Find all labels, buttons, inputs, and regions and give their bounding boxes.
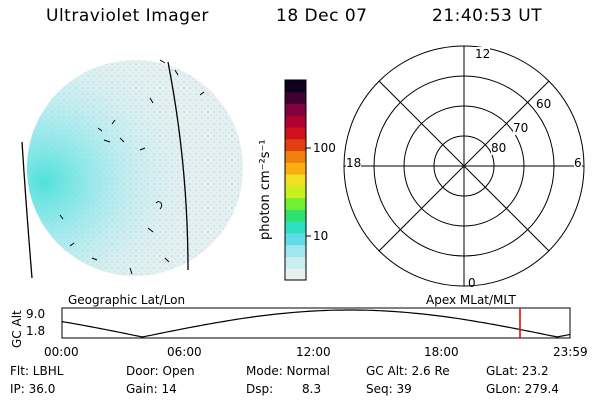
colorbar-segment — [285, 221, 306, 234]
time-label: 21:40:53 UT — [432, 6, 543, 26]
info-glat: GLat: 23.2 — [486, 364, 549, 378]
time-tick-0000: 00:00 — [44, 345, 79, 359]
info-ip: IP: 36.0 — [10, 382, 56, 396]
lat-label-60: 60 — [536, 97, 552, 111]
colorbar-segment — [285, 268, 306, 281]
apex-panel-label: Apex MLat/MLT — [426, 293, 516, 307]
colorbar-segment — [285, 209, 306, 222]
colorbar-segment — [285, 256, 306, 269]
altitude-axis-title: GC Alt — [10, 310, 24, 348]
mlt-label-18: 18 — [346, 156, 362, 170]
colorbar-tick-100: 100 — [313, 141, 336, 155]
colorbar-segment — [285, 80, 306, 93]
time-tick-1200: 12:00 — [296, 345, 331, 359]
altitude-curve — [61, 309, 571, 338]
geo-panel-label: Geographic Lat/Lon — [68, 293, 186, 307]
colorbar-segment — [285, 232, 306, 246]
limb-line — [21, 141, 33, 279]
info-door: Door: Open — [126, 364, 195, 378]
info-seq: Seq: 39 — [366, 382, 412, 396]
terminator-line — [167, 61, 189, 271]
altitude-y-bottom: 1.8 — [26, 324, 46, 338]
colorbar-segment — [285, 197, 306, 210]
colorbar-segment — [285, 244, 306, 257]
info-mode: Mode: Normal — [246, 364, 330, 378]
colorbar-segment — [285, 150, 306, 163]
altitude-plot-frame — [61, 307, 571, 339]
info-dsp-value: 8.3 — [302, 382, 322, 396]
colorbar-segment — [285, 91, 306, 105]
coastline-marks — [59, 59, 205, 275]
colorbar-segment — [285, 103, 306, 116]
mlt-label-0: 0 — [468, 276, 476, 290]
earth-disk — [27, 60, 243, 276]
time-tick-2359: 23:59 — [553, 345, 588, 359]
colorbar-segment — [285, 115, 306, 128]
colorbar-segment — [285, 162, 306, 175]
info-gcalt: GC Alt: 2.6 Re — [366, 364, 450, 378]
altitude-y-top: 9.0 — [26, 307, 46, 321]
mlt-label-6: 6 — [574, 156, 582, 170]
lat-label-80: 80 — [491, 141, 507, 155]
polar-diagonal-2 — [378, 80, 550, 252]
colorbar-segment — [285, 138, 306, 152]
time-tick-0600: 06:00 — [167, 345, 202, 359]
date-label: 18 Dec 07 — [276, 6, 368, 26]
colorbar-segment — [285, 185, 306, 199]
info-gain: Gain: 14 — [126, 382, 177, 396]
info-glon: GLon: 279.4 — [486, 382, 559, 396]
time-tick-1800: 18:00 — [424, 345, 459, 359]
info-dsp-label: Dsp: — [246, 382, 274, 396]
colorbar-segment — [285, 174, 306, 187]
lat-label-70: 70 — [513, 121, 529, 135]
colorbar-tick-10: 10 — [313, 229, 329, 243]
mlt-label-12: 12 — [475, 47, 491, 61]
colorbar-segment — [285, 127, 306, 140]
info-flt: Flt: LBHL — [10, 364, 64, 378]
instrument-title: Ultraviolet Imager — [46, 6, 209, 26]
